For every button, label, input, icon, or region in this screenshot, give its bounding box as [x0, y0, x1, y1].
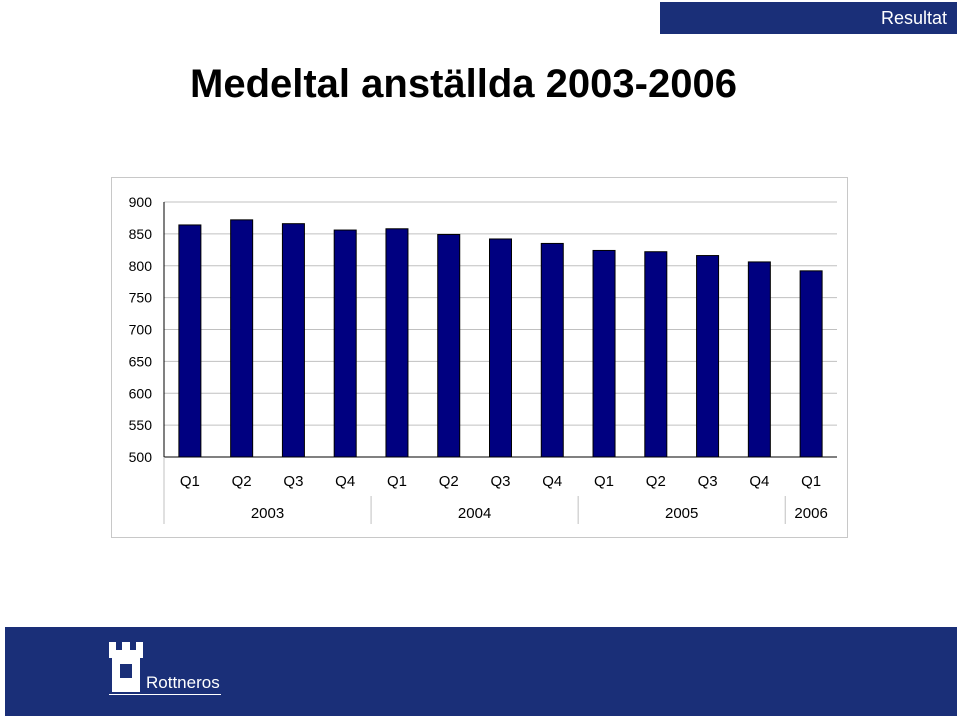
y-tick-label: 800: [129, 258, 153, 274]
y-tick-label: 850: [129, 226, 153, 242]
chart-frame: 500 550 600 650 700 750 800 850 900 Q1 Q2 Q3 Q4 Q1 Q2 Q…: [111, 177, 848, 538]
y-tick-label: 900: [129, 194, 153, 210]
bar: [281, 223, 305, 458]
y-tick-label: 500: [129, 449, 153, 465]
bar: [178, 224, 202, 458]
y-tick-label: 650: [129, 353, 153, 369]
y-tick-label: 700: [129, 322, 153, 338]
x-tick-label: Q4: [749, 473, 769, 490]
x-tick-label: Q2: [646, 473, 666, 490]
x-tick-label: Q2: [439, 473, 459, 490]
x-tick-label: Q1: [594, 473, 614, 490]
year-group-label: 2004: [458, 505, 491, 522]
x-tick-label: Q3: [490, 473, 510, 490]
bar: [799, 270, 823, 458]
footer-band: Rottneros: [5, 627, 957, 716]
page-title: Medeltal anställda 2003-2006: [190, 62, 737, 106]
x-tick-label: Q1: [801, 473, 821, 490]
bar: [540, 242, 564, 458]
y-tick-label: 750: [129, 290, 153, 306]
bar: [696, 255, 720, 458]
logo-underline: [109, 694, 221, 695]
year-group-label: 2003: [251, 505, 284, 522]
section-label: Resultat: [880, 7, 947, 28]
x-tick-label: Q3: [698, 473, 718, 490]
bar: [230, 219, 254, 458]
bar: [437, 234, 461, 458]
bar: [592, 249, 616, 458]
x-tick-label: Q1: [180, 473, 200, 490]
y-tick-label: 600: [129, 385, 153, 401]
bar: [333, 229, 357, 458]
y-tick-label: 550: [129, 417, 153, 433]
castle-tower-icon: [109, 642, 143, 692]
brand-name: Rottneros: [146, 673, 220, 692]
x-tick-label: Q2: [232, 473, 252, 490]
x-tick-label: Q4: [335, 473, 355, 490]
year-group-label: 2006: [794, 505, 827, 522]
bar-chart: 500 550 600 650 700 750 800 850 900 Q1 Q2 Q3 Q4 Q1 Q2 Q…: [129, 194, 837, 524]
x-tick-label: Q1: [387, 473, 407, 490]
x-tick-label: Q3: [283, 473, 303, 490]
bar: [489, 238, 512, 458]
x-tick-label: Q4: [542, 473, 562, 490]
year-group-label: 2005: [665, 505, 698, 522]
section-tab: Resultat: [660, 2, 957, 34]
bar: [385, 228, 409, 458]
bar: [747, 261, 771, 458]
bar: [644, 251, 668, 458]
